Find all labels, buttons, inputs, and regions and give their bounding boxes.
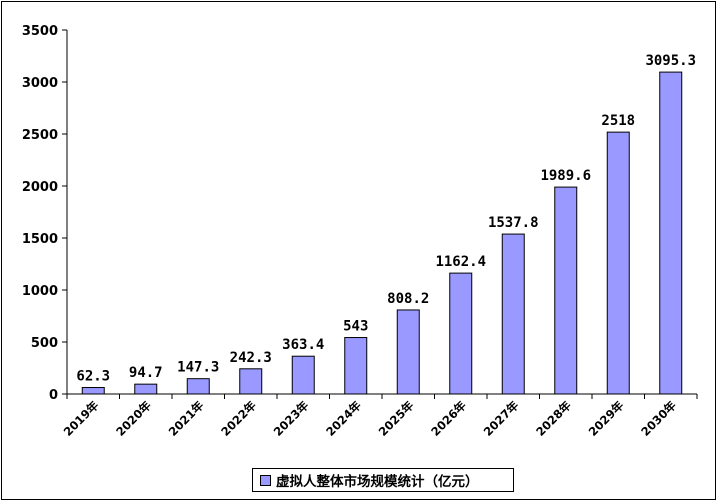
data-label: 147.3 <box>177 360 219 376</box>
data-label: 1989.6 <box>540 168 591 184</box>
legend-label: 虚拟人整体市场规模统计（亿元） <box>276 474 479 490</box>
bar <box>134 383 158 395</box>
bar <box>344 337 368 395</box>
legend-swatch <box>260 474 271 486</box>
bar <box>291 355 315 395</box>
bar <box>606 131 630 395</box>
bar <box>659 71 683 395</box>
y-tick-label: 2000 <box>22 180 58 195</box>
bar <box>396 309 420 395</box>
bar <box>239 368 263 395</box>
x-tick-label: 2027年 <box>481 398 522 439</box>
x-tick-label: 2020年 <box>113 398 154 439</box>
y-tick-label: 500 <box>31 336 58 351</box>
data-label: 363.4 <box>282 337 324 353</box>
x-tick-label: 2025年 <box>376 398 417 439</box>
y-tick-label: 0 <box>49 388 58 403</box>
x-tick-label: 2028年 <box>533 398 574 439</box>
data-label: 1537.8 <box>488 215 539 231</box>
bar <box>501 233 525 395</box>
x-tick-label: 2019年 <box>61 398 102 439</box>
x-tick-label: 2021年 <box>166 398 207 439</box>
legend: 虚拟人整体市场规模统计（亿元） <box>252 468 514 492</box>
bar <box>554 186 578 395</box>
y-tick-label: 3500 <box>22 24 58 39</box>
x-tick-label: 2023年 <box>271 398 312 439</box>
x-tick-label: 2024年 <box>323 398 364 439</box>
x-tick-label: 2030年 <box>638 398 679 439</box>
bar <box>81 387 105 395</box>
bars <box>81 71 683 395</box>
y-tick-label: 1000 <box>22 284 58 299</box>
data-label: 242.3 <box>230 350 272 366</box>
bar <box>449 272 473 395</box>
data-label: 543 <box>343 319 368 335</box>
bar <box>186 378 210 395</box>
data-label: 3095.3 <box>645 53 696 69</box>
x-tick-label: 2022年 <box>218 398 259 439</box>
data-label: 62.3 <box>76 369 110 385</box>
data-labels: 62.3 94.7 147.3 242.3 363.4 543 808.2 1162.4 153… <box>76 53 696 384</box>
x-tick-label: 2029年 <box>586 398 627 439</box>
data-label: 2518 <box>601 113 635 129</box>
data-label: 94.7 <box>129 365 163 381</box>
data-label: 808.2 <box>387 291 429 307</box>
y-tick-label: 1500 <box>22 232 58 247</box>
data-label: 1162.4 <box>435 254 486 270</box>
y-tick-label: 2500 <box>22 128 58 143</box>
x-tick-label: 2026年 <box>428 398 469 439</box>
y-tick-label: 3000 <box>22 76 58 91</box>
